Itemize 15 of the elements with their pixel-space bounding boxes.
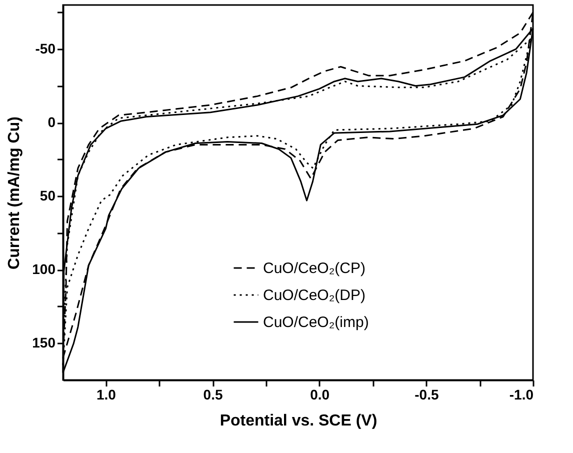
legend-label: CuO/CeO₂(CP) — [263, 260, 366, 277]
y-tick-label: 0 — [48, 114, 56, 130]
y-tick-label: -50 — [35, 40, 56, 57]
y-tick-label: 50 — [40, 188, 56, 204]
legend-label: CuO/CeO₂(imp) — [263, 314, 369, 331]
x-tick-label: -1.0 — [509, 386, 534, 402]
x-axis-title: Potential vs. SCE (V) — [220, 412, 378, 430]
y-tick-label: 150 — [32, 334, 56, 351]
x-tick-label: 1.0 — [96, 386, 116, 402]
y-axis-title: Current (mA/mg Cu) — [6, 116, 24, 270]
y-tick-label: 100 — [32, 261, 56, 278]
x-tick-label: 0.5 — [203, 386, 223, 402]
x-tick-label: 0.0 — [310, 386, 330, 402]
legend-label: CuO/CeO₂(DP) — [263, 287, 366, 304]
x-tick-label: -0.5 — [414, 386, 439, 402]
